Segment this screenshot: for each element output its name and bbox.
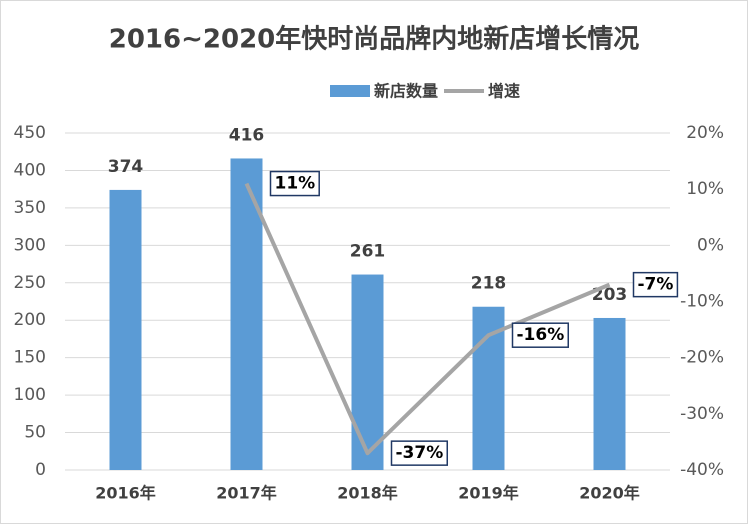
line-value-text: -7% [638,275,674,295]
y-tick-label: 100 [14,385,46,405]
y2-tick-label: 10% [686,179,724,199]
y-tick-label: 450 [14,123,46,143]
bar [593,317,626,470]
bar-value-label: 416 [229,125,265,145]
y2-tick-label: -20% [680,348,724,368]
line [244,182,611,456]
x-tick-label: 2018年 [337,484,398,503]
y-tick-label: 350 [14,198,46,218]
legend-label: 新店数量 [374,82,438,101]
label-box [632,271,679,298]
label-box [390,440,448,466]
line-value-text: -16% [517,325,565,345]
y2-tick-label: -40% [680,460,724,480]
line-value-label: 11% [269,170,320,197]
label-box [511,322,569,348]
bar-value-label: 261 [350,242,386,262]
y2-tick-label: 20% [686,123,724,143]
bar [109,189,142,470]
y-tick-label: 150 [14,348,46,368]
y-tick-label: 300 [14,235,46,255]
legend-swatch [330,85,370,97]
bar-value-label: 218 [471,274,507,294]
grid [65,132,670,471]
y-tick-label: 250 [14,273,46,293]
line-value-label: -37% [390,440,448,466]
y-tick-label: 400 [14,160,46,180]
y2-tick-label: -30% [680,404,724,424]
y-tick-label: 200 [14,310,46,330]
x-tick-label: 2019年 [458,484,519,503]
line-value-text: 11% [275,174,316,194]
bar-value-label: 374 [108,157,144,177]
y2-tick-label: -10% [680,292,724,312]
chart-title: 2016~2020年快时尚品牌内地新店增长情况 [109,24,640,55]
x-tick-label: 2020年 [579,484,640,503]
bar [351,274,384,470]
x-tick-label: 2016年 [95,484,156,503]
legend-label: 增速 [488,82,520,101]
label-box [269,170,320,197]
y2-tick-label: 0% [697,235,724,255]
x-tick-label: 2017年 [216,484,277,503]
y-tick-label: 0 [35,460,46,480]
y-tick-label: 50 [24,423,46,443]
line-value-label: -7% [632,271,679,298]
line-value-label: -16% [511,322,569,348]
line-value-text: -37% [396,443,444,463]
